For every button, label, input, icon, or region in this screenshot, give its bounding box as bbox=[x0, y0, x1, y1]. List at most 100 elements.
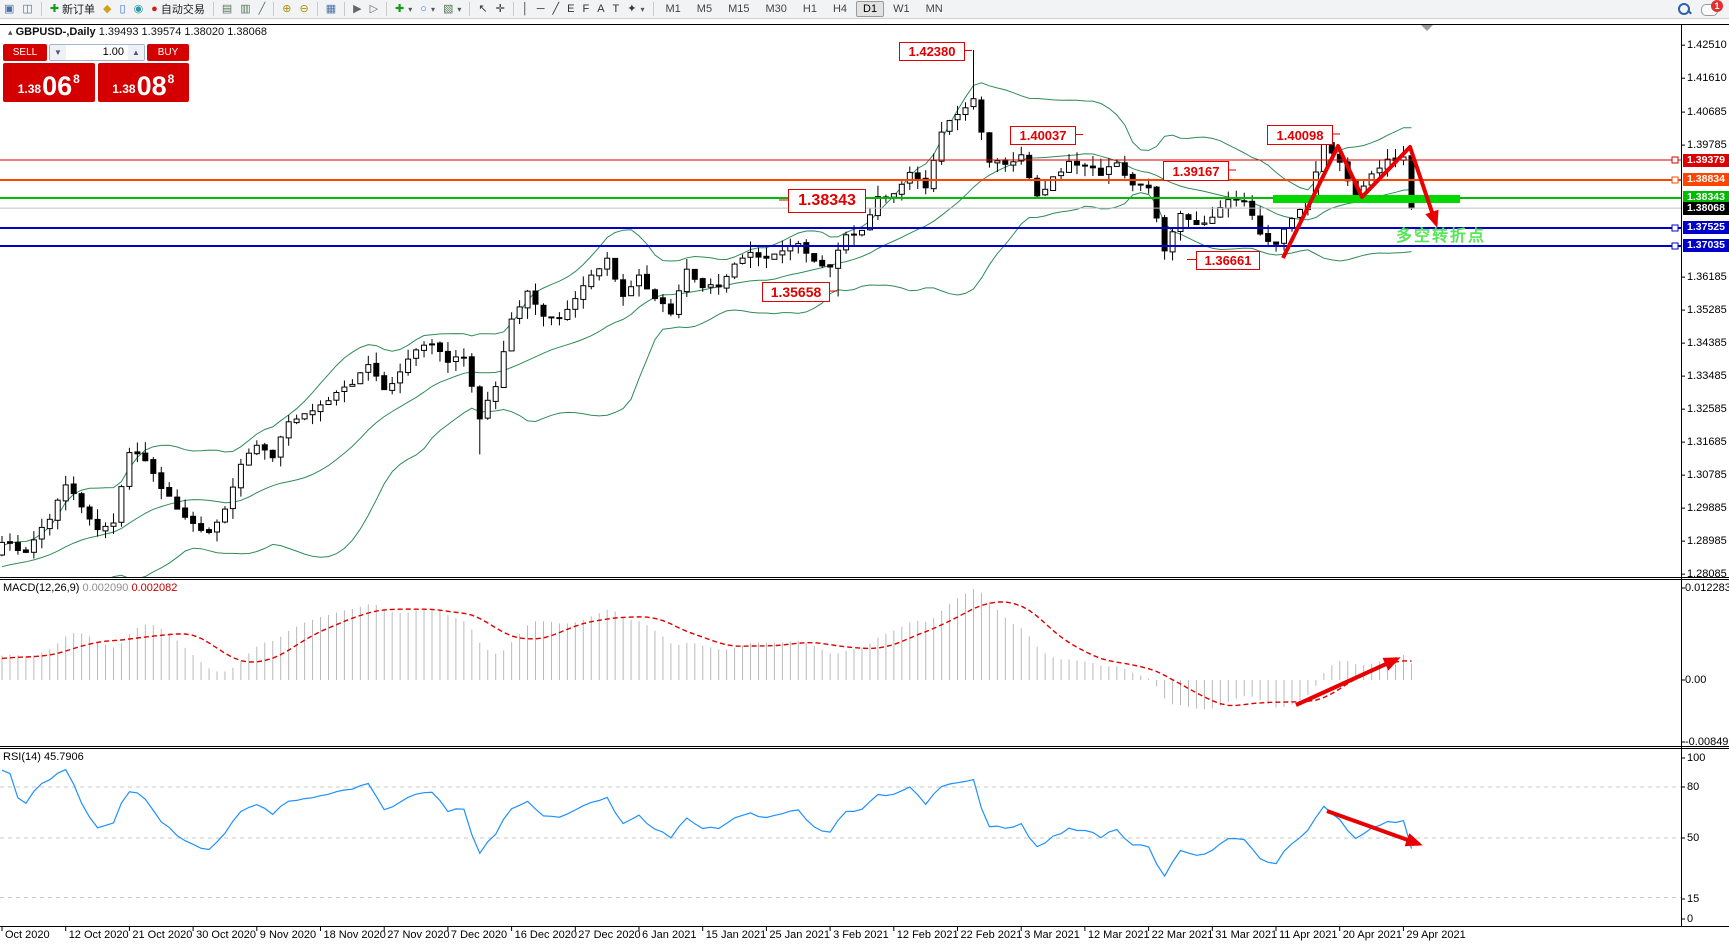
chat-icon[interactable]: 1 bbox=[1701, 0, 1723, 17]
auto-scroll-icon[interactable]: ▶ bbox=[349, 1, 365, 17]
indicator-window-icon[interactable]: ◫ bbox=[18, 1, 36, 17]
line-handle[interactable] bbox=[1671, 242, 1679, 250]
fibonacci-tool[interactable]: F bbox=[578, 1, 593, 17]
line-chart-icon[interactable]: ╱ bbox=[255, 1, 270, 17]
lot-size-stepper[interactable]: ▼ 1.00 ▲ bbox=[49, 44, 145, 61]
date-tick-label: 30 Oct 2020 bbox=[196, 929, 257, 941]
buy-button[interactable]: BUY bbox=[147, 44, 189, 61]
price-tick-label: 1.42510 bbox=[1687, 39, 1727, 52]
sell-button[interactable]: SELL bbox=[3, 44, 47, 61]
macd-tick-label: -0.008499 bbox=[1685, 736, 1729, 748]
date-tick-label: 20 Apr 2021 bbox=[1342, 929, 1403, 941]
price-annotation-box[interactable]: 1.42380 bbox=[899, 42, 965, 61]
timeframe-w1[interactable]: W1 bbox=[893, 3, 910, 15]
price-level-badge: 1.38343 bbox=[1683, 191, 1729, 205]
tile-windows-icon[interactable]: ▦ bbox=[322, 1, 340, 17]
periods-button[interactable]: ○ ▾ bbox=[416, 1, 439, 17]
mql5-community-icon-glyph: ▯ bbox=[119, 3, 126, 15]
cursor-tool[interactable]: ↖ bbox=[474, 1, 491, 17]
sell-price-button[interactable]: 1.38 06 8 bbox=[3, 63, 95, 102]
price-annotation-box[interactable]: 1.36661 bbox=[1196, 251, 1260, 270]
price-annotation-box[interactable]: 1.39167 bbox=[1163, 161, 1229, 181]
mql5-community-icon[interactable]: ▯ bbox=[116, 1, 130, 17]
bollinger-bands bbox=[1, 82, 1412, 577]
analysis-annotations[interactable] bbox=[779, 25, 1460, 847]
zoom-out-icon[interactable]: ⊖ bbox=[295, 1, 312, 17]
turning-point-annotation[interactable]: 多空转折点 bbox=[1396, 228, 1487, 245]
templates-button[interactable]: ▧ ▾ bbox=[439, 1, 465, 17]
rsi-tick-label: 15 bbox=[1687, 893, 1700, 905]
lot-size-value[interactable]: 1.00 bbox=[102, 46, 124, 58]
price-path-arrow[interactable] bbox=[1281, 144, 1439, 259]
timeframe-h4[interactable]: H4 bbox=[832, 3, 847, 15]
timeframe-m5[interactable]: M5 bbox=[696, 3, 713, 15]
date-tick-label: 22 Mar 2021 bbox=[1151, 929, 1214, 941]
date-tick-label: 9 Nov 2020 bbox=[259, 929, 317, 941]
channel-tool[interactable]: E bbox=[563, 1, 578, 17]
price-annotation-box[interactable]: 1.38343 bbox=[788, 189, 866, 213]
lot-decrease-button[interactable]: ▼ bbox=[50, 45, 66, 60]
date-tick-label: 18 Nov 2020 bbox=[323, 929, 386, 941]
price-tick-label: 1.31685 bbox=[1687, 436, 1727, 449]
arrows-tool[interactable]: ✦ ▾ bbox=[623, 1, 648, 17]
vline-tool[interactable]: │ bbox=[518, 1, 533, 17]
macd-plot bbox=[1, 589, 1412, 710]
price-annotation-box[interactable]: 1.35658 bbox=[762, 282, 830, 302]
dropdown-arrow-icon[interactable]: ▾ bbox=[640, 4, 645, 14]
rsi-plot bbox=[1, 768, 1413, 878]
date-tick-label: 7 Dec 2020 bbox=[450, 929, 508, 941]
price-annotation-box[interactable]: 1.40098 bbox=[1267, 125, 1333, 145]
timeframe-m1[interactable]: M1 bbox=[665, 3, 681, 15]
gold-bar-icon[interactable]: ◆ bbox=[99, 1, 115, 17]
line-handle[interactable] bbox=[1671, 176, 1679, 184]
price-tick-label: 1.35285 bbox=[1687, 304, 1727, 317]
vline-glyph: │ bbox=[521, 3, 529, 15]
new-order-button[interactable]: ✚ 新订单 bbox=[46, 0, 99, 18]
rsi-trend-arrow[interactable] bbox=[1326, 809, 1423, 847]
price-tick-label: 1.40685 bbox=[1687, 106, 1727, 119]
support-zone-bar[interactable] bbox=[1273, 195, 1460, 203]
timeframe-mn[interactable]: MN bbox=[925, 3, 943, 15]
auto-trading-button[interactable]: ● 自动交易 bbox=[147, 0, 209, 18]
crosshair-tool[interactable]: ✛ bbox=[492, 1, 509, 17]
timeframe-d1[interactable]: D1 bbox=[856, 1, 885, 17]
line-handle[interactable] bbox=[1671, 224, 1679, 232]
search-icon[interactable] bbox=[1677, 2, 1692, 16]
zoom-in-icon[interactable]: ⊕ bbox=[278, 1, 295, 17]
macd-trend-arrow[interactable] bbox=[1295, 657, 1401, 707]
chart-shift-marker[interactable] bbox=[1421, 25, 1433, 31]
text-label-tool[interactable]: T bbox=[609, 1, 624, 17]
bar-chart-icon[interactable]: ▤ bbox=[218, 1, 236, 17]
chart-shift-icon[interactable]: ▷ bbox=[366, 1, 382, 17]
auto-trading-button-label: 自动交易 bbox=[160, 4, 205, 16]
price-annotation-box[interactable]: 1.40037 bbox=[1010, 126, 1076, 145]
add-indicator-button[interactable]: ✚ ▾ bbox=[391, 1, 416, 17]
text-tool[interactable]: A bbox=[593, 1, 608, 17]
timeframe-m15[interactable]: M15 bbox=[728, 3, 750, 15]
price-level-badge: 1.38834 bbox=[1683, 173, 1729, 187]
buy-price-sup: 8 bbox=[167, 72, 175, 86]
hline-tool[interactable]: ─ bbox=[533, 1, 549, 17]
new-window-icon[interactable]: ▣ bbox=[0, 1, 18, 17]
candle-chart-icon[interactable]: ▥ bbox=[236, 1, 254, 17]
timeframe-h1[interactable]: H1 bbox=[802, 3, 817, 15]
trendline-tool[interactable]: ╱ bbox=[548, 1, 563, 17]
lot-increase-button[interactable]: ▲ bbox=[128, 45, 144, 60]
dropdown-arrow-icon[interactable]: ▾ bbox=[457, 4, 462, 14]
cursor-glyph: ↖ bbox=[478, 3, 488, 15]
zoom-in-icon-glyph: ⊕ bbox=[282, 3, 292, 15]
toolbar-separator bbox=[316, 2, 318, 16]
collapse-arrow-icon[interactable]: ▴ bbox=[8, 27, 13, 37]
broadcast-icon[interactable]: ◉ bbox=[130, 1, 148, 17]
price-level-badge: 1.37035 bbox=[1683, 239, 1729, 253]
dropdown-arrow-icon[interactable]: ▾ bbox=[430, 4, 435, 14]
rsi-indicator-label: RSI(14) 45.7906 bbox=[3, 751, 84, 763]
line-handle[interactable] bbox=[1671, 156, 1679, 164]
date-tick-label: 12 Oct 2020 bbox=[68, 929, 129, 941]
date-tick-label: 27 Dec 2020 bbox=[578, 929, 641, 941]
buy-price-button[interactable]: 1.38 08 8 bbox=[97, 63, 189, 102]
gold-bar-icon-glyph: ◆ bbox=[103, 3, 112, 15]
dropdown-arrow-icon[interactable]: ▾ bbox=[408, 4, 413, 14]
timeframe-m30[interactable]: M30 bbox=[765, 3, 787, 15]
